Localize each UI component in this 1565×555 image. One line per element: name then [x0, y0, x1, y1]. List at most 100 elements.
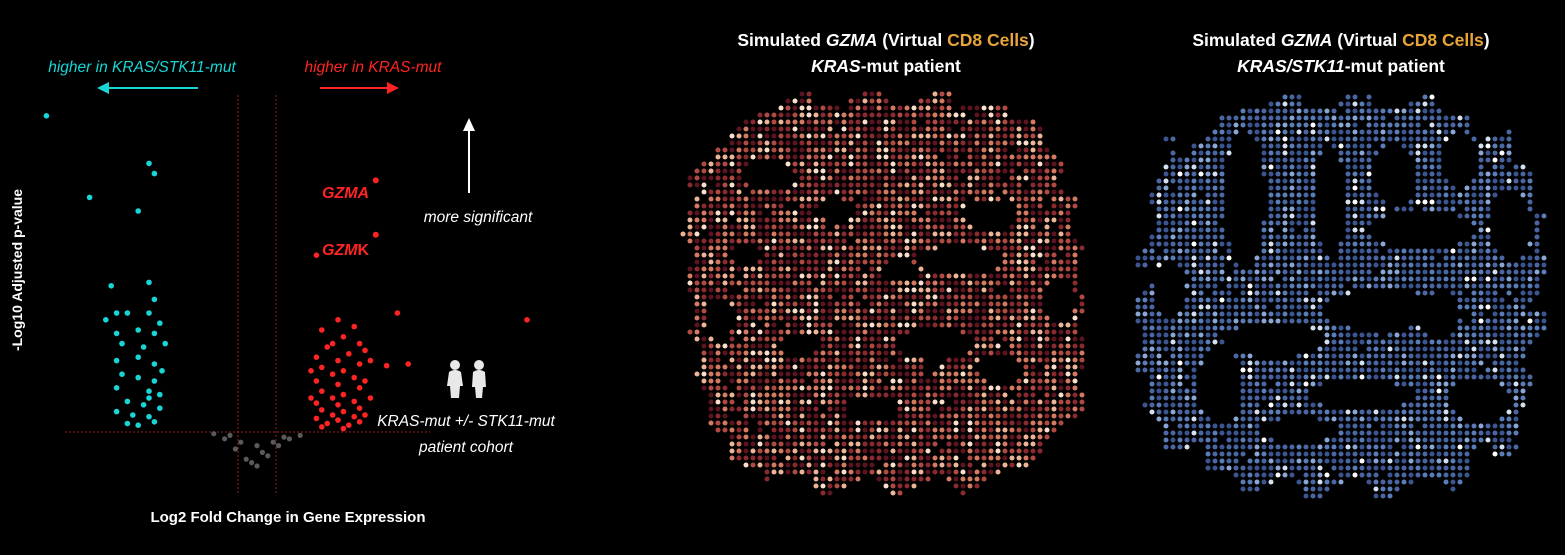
map1-spot-387: [953, 161, 959, 167]
map1-spot-2157: [820, 434, 826, 440]
map1-spot-173: [736, 133, 742, 139]
map1-spot-707: [1030, 210, 1036, 216]
map2-spot-1811: [1296, 444, 1302, 450]
map2-spot-559: [1485, 213, 1491, 219]
map1-spot-1499: [1016, 329, 1022, 335]
map2-spot-1037: [1142, 304, 1148, 310]
map1-spot-649: [813, 203, 819, 209]
map1-spot-2177: [960, 434, 966, 440]
map2-spot-1380: [1443, 360, 1449, 366]
map2-spot-115: [1443, 122, 1449, 128]
map2-spot-279: [1366, 157, 1372, 163]
map2-spot-859: [1485, 269, 1491, 275]
map1-spot-1969: [785, 406, 791, 412]
map1-spot-321: [799, 154, 805, 160]
map2-spot-1540: [1506, 388, 1512, 394]
map1-spot-429: [925, 168, 931, 174]
map1-spot-407: [722, 168, 728, 174]
map1-spot-569: [939, 189, 945, 195]
map2-spot-1431: [1471, 367, 1477, 373]
map1-spot-1840: [932, 385, 938, 391]
map2-spot-1618: [1345, 409, 1351, 415]
map2-spot-509: [1289, 206, 1295, 212]
map2-spot-1423: [1415, 367, 1421, 373]
map2-spot-212: [1352, 143, 1358, 149]
map2-spot-177: [1366, 136, 1372, 142]
map1-spot-2319: [743, 462, 749, 468]
map1-spot-1570: [1009, 343, 1015, 349]
map1-spot-67: [848, 112, 854, 118]
map2-spot-1310: [1310, 353, 1316, 359]
map1-spot-2329: [813, 462, 819, 468]
map1-spot-1621: [1072, 350, 1078, 356]
map2-spot-191: [1492, 136, 1498, 142]
map2-spot-1092: [1317, 311, 1323, 317]
map2-spot-484: [1415, 199, 1421, 205]
map2-spot-8: [1268, 101, 1274, 107]
map1-spot-1856: [1044, 385, 1050, 391]
map2-spot-1155: [1233, 325, 1239, 331]
map1-spot-798: [1016, 224, 1022, 230]
map1-spot-2415: [827, 483, 833, 489]
map1-spot-996: [1065, 252, 1071, 258]
map2-spot-1329: [1443, 353, 1449, 359]
map1-spot-1739: [876, 371, 882, 377]
map2-spot-1616: [1331, 409, 1337, 415]
map1-spot-1788: [911, 378, 917, 384]
map1-spot-846: [981, 231, 987, 237]
map1-spot-533: [1037, 182, 1043, 188]
map2-spot-1815: [1324, 444, 1330, 450]
map1-spot-2266: [967, 448, 973, 454]
map1-spot-1816: [764, 385, 770, 391]
map1-spot-318: [778, 154, 784, 160]
map2-spot-1181: [1170, 332, 1176, 338]
map1-spot-406: [715, 168, 721, 174]
map2-spot-1607: [1268, 409, 1274, 415]
map1-spot-2318: [1030, 455, 1036, 461]
map2-spot-1395: [1170, 367, 1176, 373]
map1-spot-2395: [834, 476, 840, 482]
map2-spot-1377: [1422, 360, 1428, 366]
map2-spot-1017: [1268, 297, 1274, 303]
map1-spot-903: [1002, 238, 1008, 244]
map1-spot-417: [841, 168, 847, 174]
map1-spot-723: [764, 217, 770, 223]
map1-spot-1895: [946, 392, 952, 398]
map2-spot-2018: [1450, 486, 1456, 492]
map1-spot-2151: [778, 434, 784, 440]
map2-spot-731: [1282, 255, 1288, 261]
map2-spot-1327: [1429, 353, 1435, 359]
map1-spot-2275: [1030, 448, 1036, 454]
map2-spot-584: [1478, 220, 1484, 226]
map1-spot-1449: [981, 322, 987, 328]
map2-spot-1097: [1506, 311, 1512, 317]
map1-spot-468: [883, 175, 889, 181]
map2-spot-1510: [1436, 381, 1442, 387]
map1-spot-1912: [1079, 392, 1085, 398]
map2-spot-367: [1303, 178, 1309, 184]
map2-spot-1668: [1436, 416, 1442, 422]
map2-spot-795: [1387, 262, 1393, 268]
map2-spot-1174: [1527, 325, 1533, 331]
map1-spot-782: [869, 224, 875, 230]
map1-spot-1336: [841, 308, 847, 314]
map2-spot-1671: [1457, 416, 1463, 422]
map1-spot-389: [967, 161, 973, 167]
map1-spot-2033: [981, 413, 987, 419]
map2-spot-1778: [1401, 437, 1407, 443]
map1-spot-1965: [757, 406, 763, 412]
map1-spot-381: [911, 161, 917, 167]
map2-spot-385: [1520, 178, 1526, 184]
map2-spot-498: [1170, 206, 1176, 212]
map1-spot-1321: [736, 308, 742, 314]
map2-spot-1462: [1359, 374, 1365, 380]
map1-spot-654: [883, 203, 889, 209]
map2-spot-466: [1198, 199, 1204, 205]
map2-spot-908: [1478, 276, 1484, 282]
map2-spot-1202: [1450, 332, 1456, 338]
map2-spot-1342: [1142, 360, 1148, 366]
map1-spot-658: [911, 203, 917, 209]
map2-spot-527: [1464, 206, 1470, 212]
map1-spot-1713: [694, 371, 700, 377]
map2-spot-1757: [1198, 437, 1204, 443]
